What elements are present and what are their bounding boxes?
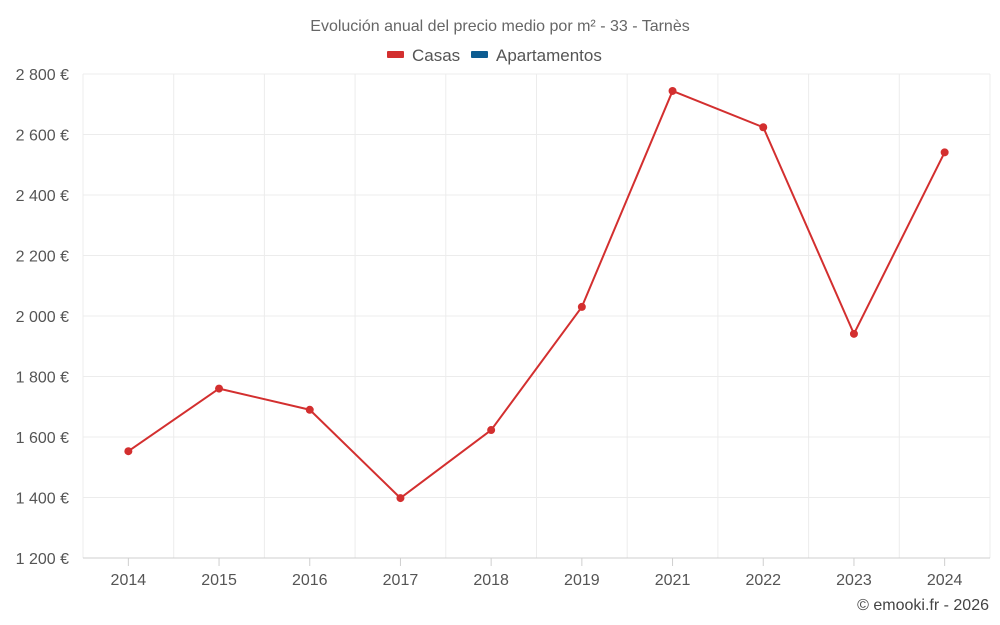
- x-tick-label: 2024: [927, 572, 963, 589]
- y-tick-label: 2 400 €: [16, 188, 69, 205]
- series-layer: [124, 86, 949, 503]
- x-tick-label: 2016: [292, 572, 328, 589]
- y-tick-label: 1 600 €: [16, 430, 69, 447]
- legend-swatch-casas: [387, 51, 404, 58]
- legend-swatch-apartamentos: [471, 51, 488, 58]
- y-tick-label: 1 800 €: [16, 370, 69, 387]
- y-axis-ticks: 1 200 € 1 400 € 1 600 € 1 800 € 2 000 € 2 200…: [16, 67, 69, 568]
- series-line-casas: [127, 89, 946, 500]
- legend: Casas Apartamentos: [387, 46, 602, 65]
- data-point-casas[interactable]: [940, 148, 949, 157]
- legend-item-apartamentos[interactable]: Apartamentos: [471, 46, 602, 65]
- data-point-casas[interactable]: [849, 329, 858, 338]
- x-tick-label: 2018: [473, 572, 509, 589]
- data-point-casas[interactable]: [396, 494, 405, 503]
- x-tick-label: 2023: [836, 572, 872, 589]
- x-axis-ticks: 2014 2015 2016 2017 2018 2019 2021 2022 2023 2024: [111, 558, 963, 589]
- y-tick-label: 1 400 €: [16, 491, 69, 508]
- legend-label-casas: Casas: [412, 46, 460, 65]
- x-tick-label: 2014: [111, 572, 147, 589]
- data-point-casas[interactable]: [487, 426, 496, 435]
- data-point-casas[interactable]: [759, 123, 768, 132]
- credit-text: © emooki.fr - 2026: [857, 597, 989, 614]
- data-point-casas[interactable]: [305, 405, 314, 414]
- x-gridlines: [82, 74, 991, 558]
- y-tick-label: 2 000 €: [16, 309, 69, 326]
- chart-title: Evolución anual del precio medio por m² …: [310, 18, 689, 35]
- y-tick-label: 2 800 €: [16, 67, 69, 84]
- y-tick-label: 2 200 €: [16, 249, 69, 266]
- x-tick-label: 2015: [201, 572, 237, 589]
- data-point-casas[interactable]: [668, 86, 677, 95]
- data-point-casas[interactable]: [215, 384, 224, 393]
- x-tick-label: 2022: [745, 572, 781, 589]
- x-tick-label: 2017: [383, 572, 419, 589]
- legend-item-casas[interactable]: Casas: [387, 46, 460, 65]
- y-tick-label: 2 600 €: [16, 128, 69, 145]
- data-point-casas[interactable]: [577, 302, 586, 311]
- y-tick-label: 1 200 €: [16, 551, 69, 568]
- x-tick-label: 2021: [655, 572, 691, 589]
- x-tick-label: 2019: [564, 572, 600, 589]
- legend-label-apartamentos: Apartamentos: [496, 46, 602, 65]
- data-point-casas[interactable]: [124, 447, 133, 456]
